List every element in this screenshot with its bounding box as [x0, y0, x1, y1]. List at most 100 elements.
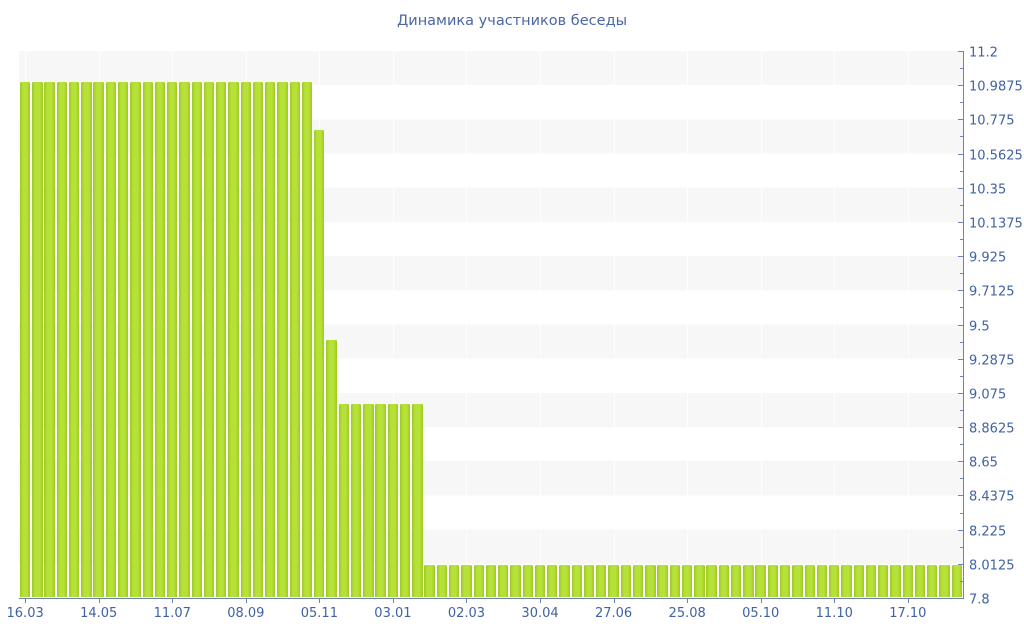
x-tick [907, 599, 909, 603]
bar [277, 82, 288, 597]
y-tick [958, 461, 963, 463]
y-tick-label: 7.8 [969, 592, 990, 608]
y-minor-tick [960, 239, 963, 241]
bar [841, 564, 852, 597]
y-tick [958, 221, 963, 223]
y-tick [958, 153, 963, 155]
bar [424, 564, 435, 597]
y-tick-label: 8.225 [969, 524, 1007, 540]
bar [387, 403, 399, 597]
y-minor-tick [960, 136, 963, 138]
y-tick-label: 10.5625 [969, 148, 1023, 164]
y-minor-tick [960, 512, 963, 514]
bar [583, 564, 595, 597]
bar [314, 130, 325, 597]
y-tick-label: 10.1375 [969, 216, 1023, 232]
x-tick-label: 11.10 [815, 606, 853, 621]
bar [780, 564, 791, 597]
bar [105, 82, 117, 597]
x-tick-label: 27.06 [594, 606, 633, 621]
y-minor-tick [960, 307, 963, 309]
bar [559, 564, 570, 597]
y-tick [958, 119, 963, 121]
vertical-gridline [540, 51, 542, 598]
x-tick-label: 03.01 [374, 606, 412, 621]
y-tick [958, 324, 963, 326]
bar [32, 82, 43, 597]
bar [522, 564, 533, 597]
bar [510, 564, 521, 597]
bar [179, 82, 190, 597]
bar [804, 564, 815, 597]
bar [571, 564, 582, 597]
bar [461, 564, 472, 597]
bar [755, 564, 766, 597]
y-tick-label: 8.8625 [969, 421, 1015, 437]
y-minor-tick [960, 102, 963, 104]
bar [694, 564, 705, 597]
y-tick-label: 8.4375 [969, 489, 1015, 505]
y-tick [958, 529, 963, 531]
y-tick-label: 10.775 [969, 113, 1015, 129]
bar [865, 564, 877, 597]
bar [498, 564, 509, 597]
bar [228, 82, 239, 597]
bar [142, 82, 153, 597]
bar [816, 564, 828, 597]
x-tick [687, 599, 689, 603]
bar [399, 403, 411, 597]
bar [547, 564, 558, 597]
y-minor-tick [960, 204, 963, 206]
bar [117, 82, 129, 597]
bar [853, 564, 864, 597]
bar [792, 564, 803, 597]
y-minor-tick [960, 375, 963, 377]
x-tick-label: 05.11 [300, 606, 338, 621]
y-minor-tick [960, 273, 963, 275]
x-tick [466, 599, 468, 603]
y-tick [958, 187, 963, 189]
bar [448, 564, 460, 597]
bar [878, 564, 889, 597]
bar [951, 564, 962, 597]
bar [534, 564, 546, 597]
y-tick [958, 85, 963, 87]
vertical-gridline [392, 51, 394, 598]
x-tick-label: 14.05 [80, 606, 118, 621]
x-tick [834, 599, 836, 603]
bar [191, 82, 202, 597]
bar [240, 82, 251, 597]
y-tick [958, 392, 963, 394]
x-tick-label: 02.03 [447, 606, 486, 621]
bar [485, 564, 497, 597]
x-tick-label: 25.08 [668, 606, 706, 621]
x-tick [25, 599, 27, 603]
bar [130, 82, 141, 597]
vertical-gridline [466, 51, 468, 598]
x-tick [172, 599, 174, 603]
bar [154, 82, 166, 597]
y-axis-line [963, 51, 964, 599]
y-tick [958, 495, 963, 497]
x-tick [245, 599, 247, 603]
bar [56, 82, 68, 597]
x-tick [613, 599, 615, 603]
bar [265, 82, 276, 597]
plot-area: 11.2 10.9875 10.775 10.5625 10.35 10.1375 9.92… [7, 46, 1023, 622]
bar [436, 564, 448, 597]
bar [93, 82, 104, 597]
bar [620, 564, 631, 597]
bar [289, 82, 300, 597]
bar [203, 82, 215, 597]
y-tick-label: 8.0125 [969, 558, 1015, 574]
y-minor-tick [960, 170, 963, 172]
vertical-gridline [834, 51, 836, 598]
y-tick-label: 9.5 [969, 319, 990, 334]
bar [681, 564, 693, 597]
y-minor-tick [960, 341, 963, 343]
bar [608, 564, 619, 597]
bar [669, 564, 681, 597]
bar [81, 82, 92, 597]
bar [829, 564, 840, 597]
bar [730, 564, 742, 597]
